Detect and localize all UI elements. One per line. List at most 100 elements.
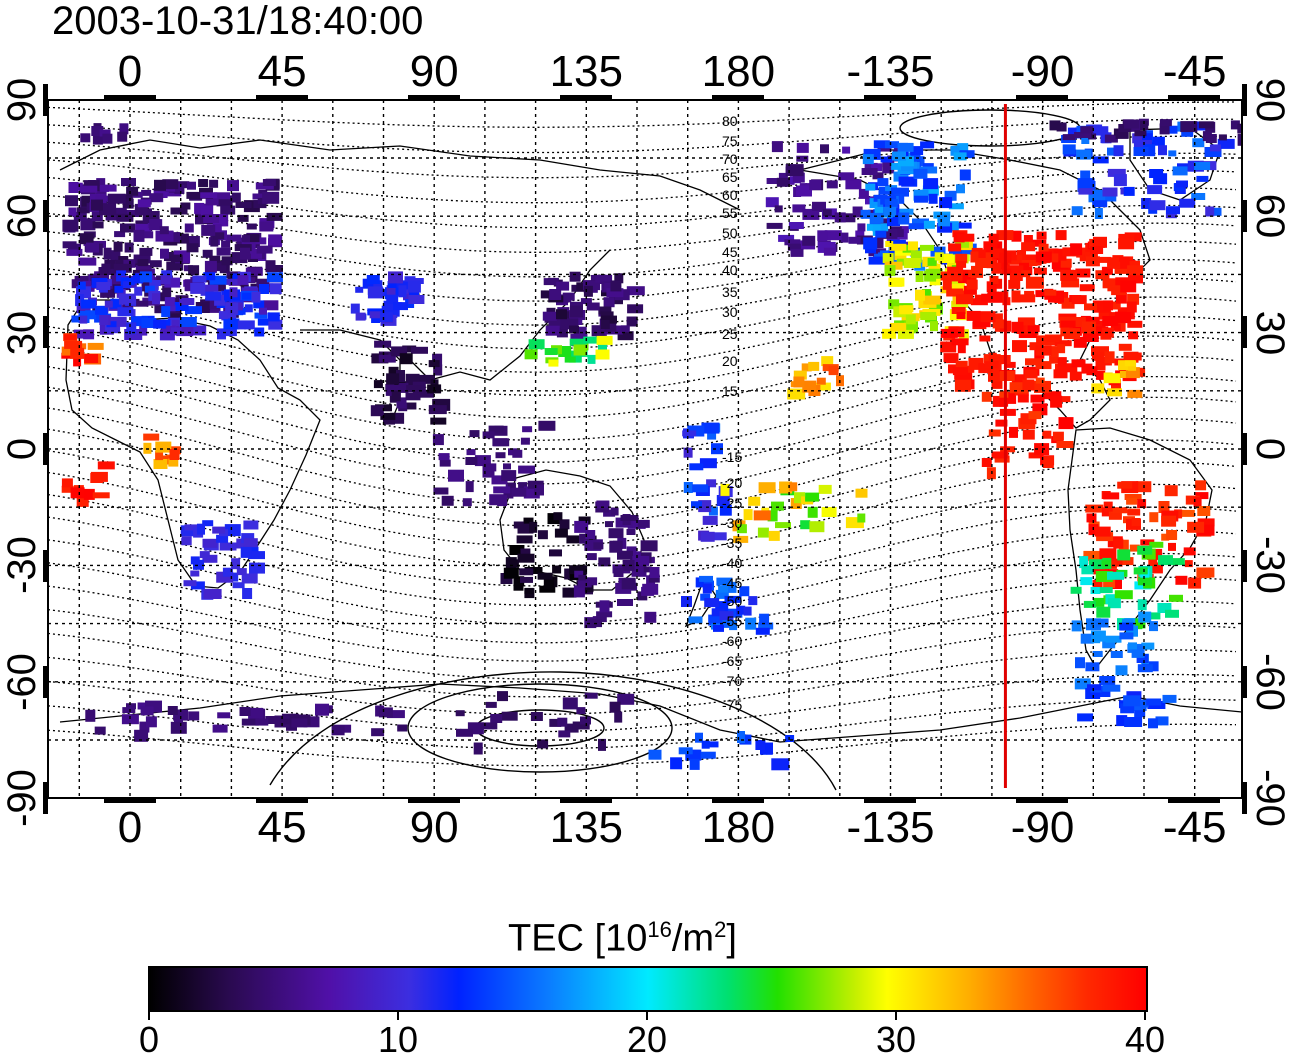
tec-patch: [586, 302, 600, 311]
tec-patch: [180, 525, 195, 537]
tec-patch: [1092, 200, 1108, 208]
tec-patch: [219, 542, 237, 551]
tec-patch: [716, 577, 733, 586]
tec-patch: [1056, 441, 1074, 448]
tec-patch: [1149, 200, 1166, 211]
tec-patch: [190, 556, 200, 565]
tec-patch: [1094, 526, 1111, 537]
frame-tick: [1016, 798, 1068, 803]
tec-patch: [120, 223, 135, 233]
tec-patch: [465, 457, 478, 465]
tec-patch: [809, 521, 825, 533]
tec-patch: [989, 276, 999, 284]
tec-patch: [890, 322, 907, 331]
tec-patch: [899, 226, 909, 234]
tec-patch: [875, 230, 887, 238]
tec-patch: [350, 303, 360, 314]
tec-patch: [355, 286, 364, 293]
tec-patch: [257, 318, 269, 326]
tec-patch: [331, 725, 345, 736]
tec-patch: [908, 241, 918, 251]
tec-patch: [409, 288, 420, 299]
tec-patch: [160, 248, 169, 259]
tec-patch: [243, 520, 259, 530]
tec-patch: [1124, 360, 1136, 367]
tec-patch: [1127, 509, 1141, 516]
tec-patch: [249, 562, 265, 574]
tec-patch: [1103, 492, 1120, 500]
tec-patch: [1237, 133, 1242, 146]
tec-patch: [1094, 208, 1103, 219]
tec-patch: [240, 247, 250, 260]
tec-patch: [573, 344, 587, 356]
tec-patch: [483, 463, 497, 472]
tec-patch: [237, 274, 249, 285]
tec-patch: [1181, 127, 1194, 137]
contour-line: [48, 396, 1237, 506]
tec-patch: [556, 281, 570, 291]
tec-patch: [1146, 698, 1162, 706]
tec-patch: [631, 565, 647, 577]
tec-patch: [134, 729, 149, 742]
tec-patch: [923, 220, 935, 229]
tec-patch: [490, 714, 503, 723]
tec-patch: [66, 248, 83, 256]
tec-patch: [254, 312, 268, 319]
top-lon-label: 135: [549, 47, 624, 96]
tec-patch: [209, 255, 221, 263]
tec-patch: [216, 247, 231, 256]
tec-patch: [383, 415, 395, 425]
tec-patch: [167, 706, 178, 715]
tec-patch: [1159, 119, 1172, 127]
tec-patch: [126, 210, 141, 217]
tec-patch: [1123, 695, 1141, 707]
tec-patch: [386, 710, 405, 719]
contour-line: [48, 187, 1237, 253]
tec-patch: [190, 581, 205, 590]
tec-patch: [891, 187, 909, 197]
tec-patch: [1062, 134, 1076, 141]
tec-patch: [126, 322, 137, 335]
tec-patch: [1096, 606, 1111, 618]
tec-patch: [784, 239, 801, 246]
tec-patch: [1115, 292, 1127, 304]
tec-patch: [1111, 287, 1127, 296]
tec-patch: [1012, 340, 1027, 353]
tec-patch: [262, 179, 276, 186]
tec-patch: [1102, 316, 1119, 326]
tec-patch: [1095, 358, 1106, 371]
tec-patch: [203, 284, 219, 292]
tec-patch: [966, 310, 981, 321]
tec-patch: [441, 495, 454, 506]
tec-patch: [1094, 320, 1106, 332]
tec-patch: [153, 459, 168, 469]
tec-patch: [1187, 521, 1205, 533]
tec-patch: [91, 199, 103, 211]
tec-patch: [1092, 156, 1109, 164]
bottom-lon-label: 180: [701, 803, 776, 852]
tec-patch: [194, 202, 205, 214]
tec-patch: [554, 328, 568, 335]
tec-patch: [842, 146, 851, 154]
tec-patch: [1120, 703, 1135, 714]
tec-patch: [560, 318, 579, 330]
tec-patch: [91, 126, 104, 136]
contour-label: -20: [722, 475, 742, 491]
tec-patch: [1061, 363, 1078, 373]
tec-patch: [469, 430, 480, 438]
tec-patch: [259, 221, 274, 232]
tec-patch: [62, 219, 79, 232]
tec-patch: [1106, 560, 1117, 569]
tec-patch: [396, 370, 405, 382]
tec-patch: [1104, 351, 1115, 364]
tec-patch: [1147, 136, 1165, 146]
tec-patch: [179, 298, 195, 305]
tec-patch: [448, 469, 464, 482]
tec-patch: [1096, 370, 1106, 380]
tec-patch: [1073, 336, 1087, 348]
tec-patch: [1098, 311, 1112, 320]
tec-patch: [61, 352, 72, 359]
tec-patch: [949, 247, 962, 259]
tec-patch: [587, 354, 596, 364]
tec-patch: [252, 193, 268, 200]
